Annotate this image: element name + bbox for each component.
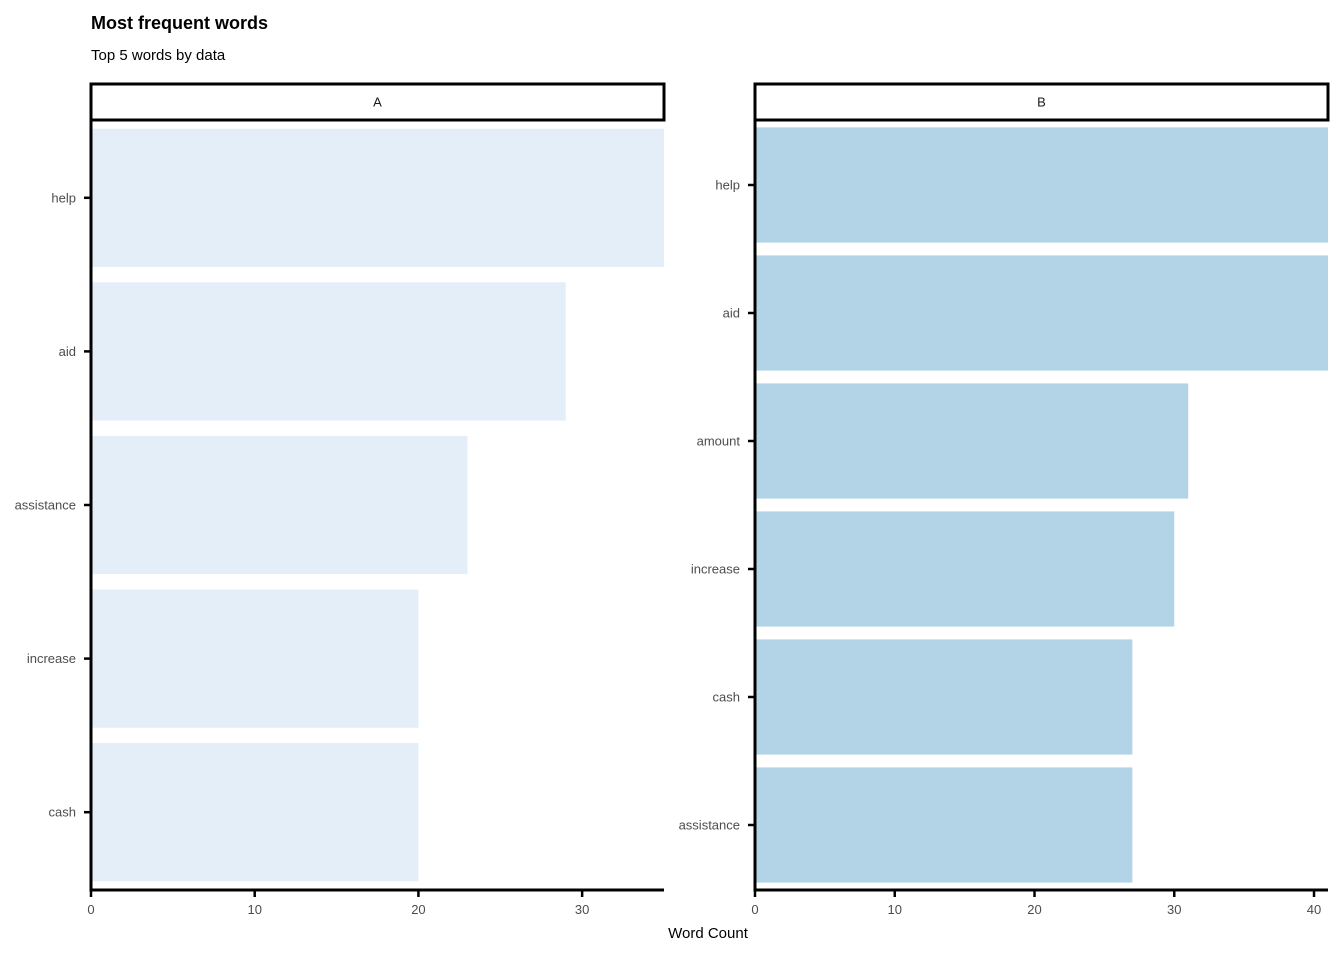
- y-tick-label: help: [715, 178, 740, 193]
- bar-help: [755, 127, 1328, 243]
- chart-title: Most frequent words: [91, 13, 268, 33]
- bar-increase: [91, 589, 419, 728]
- y-tick-label: aid: [59, 344, 76, 359]
- x-tick-label: 40: [1307, 902, 1321, 917]
- chart-subtitle: Top 5 words by data: [91, 47, 226, 64]
- y-tick-label: aid: [723, 306, 740, 321]
- y-tick-label: increase: [691, 562, 740, 577]
- x-tick-label: 30: [575, 902, 589, 917]
- facet-strip: [753, 82, 1330, 122]
- bar-cash: [755, 639, 1133, 755]
- bar-assistance: [91, 435, 468, 575]
- y-tick-label: amount: [697, 434, 741, 449]
- bar-aid: [755, 255, 1328, 371]
- x-axis-title: Word Count: [668, 925, 749, 942]
- facet-strip-label: B: [1037, 95, 1046, 110]
- y-tick-label: cash: [713, 690, 740, 705]
- bar-cash: [91, 743, 419, 882]
- facet-strip: [89, 82, 666, 122]
- y-tick-label: assistance: [15, 498, 76, 513]
- bar-increase: [755, 511, 1175, 627]
- facet-strip-label: A: [373, 95, 382, 110]
- x-tick-label: 0: [87, 902, 94, 917]
- y-tick-label: help: [51, 190, 76, 205]
- y-tick-label: assistance: [679, 818, 740, 833]
- bar-aid: [91, 282, 566, 421]
- x-tick-label: 20: [411, 902, 425, 917]
- x-tick-label: 10: [888, 902, 902, 917]
- x-tick-label: 20: [1027, 902, 1041, 917]
- x-tick-label: 10: [247, 902, 261, 917]
- x-tick-label: 30: [1167, 902, 1181, 917]
- bar-assistance: [755, 767, 1133, 883]
- bar-help: [91, 128, 664, 267]
- bar-amount: [755, 383, 1189, 499]
- x-tick-label: 0: [751, 902, 758, 917]
- y-tick-label: increase: [27, 651, 76, 666]
- y-tick-label: cash: [49, 805, 76, 820]
